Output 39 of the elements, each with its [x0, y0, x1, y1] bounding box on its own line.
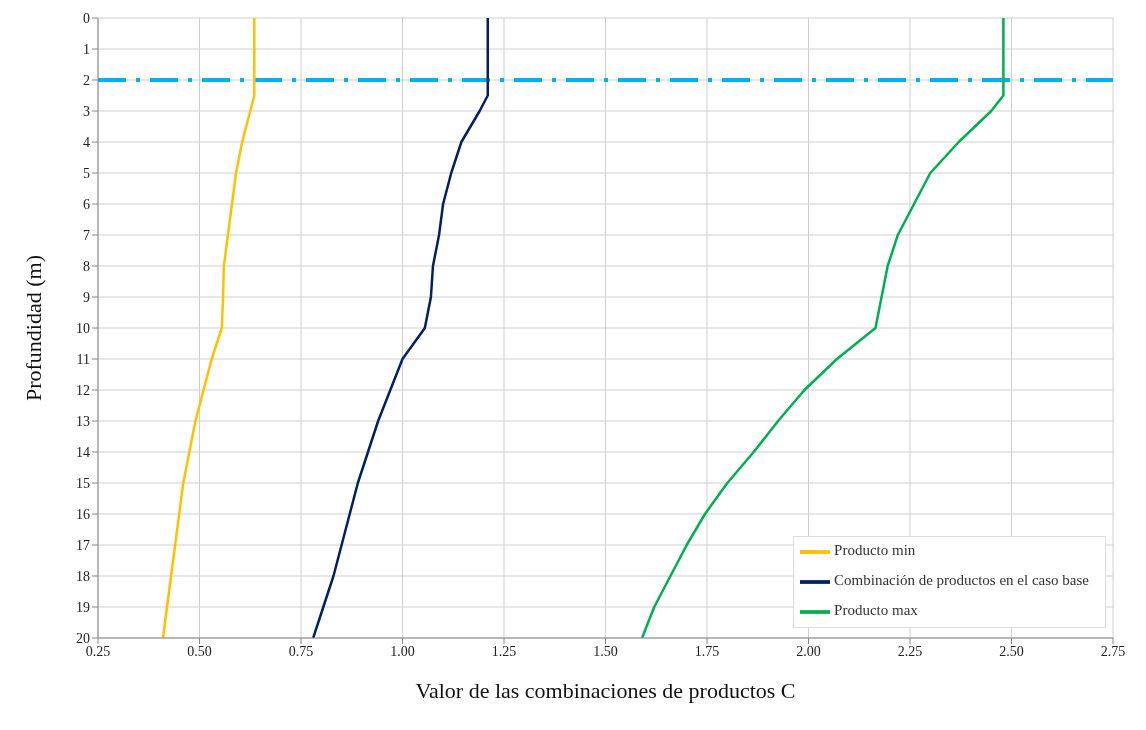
x-tick-label: 1.50 — [593, 643, 618, 659]
y-tick-label: 3 — [83, 103, 90, 119]
y-tick-label: 18 — [76, 568, 90, 584]
x-tick-label: 1.00 — [390, 643, 415, 659]
y-tick-label: 17 — [76, 537, 90, 553]
legend-label: Combinación de productos en el caso base — [834, 572, 1089, 589]
x-tick-label: 0.25 — [85, 643, 111, 659]
y-tick-label: 1 — [83, 41, 90, 57]
x-tick-label: 2.25 — [897, 643, 923, 659]
y-axis-title: Profundidad (m) — [20, 254, 46, 402]
x-tick-label: 0.50 — [187, 643, 212, 659]
x-tick-label: 1.75 — [694, 643, 720, 659]
legend-label: Producto max — [834, 602, 918, 619]
y-tick-label: 8 — [83, 258, 90, 274]
x-tick-label: 2.00 — [796, 643, 821, 659]
y-tick-label: 2 — [83, 72, 90, 88]
x-tick-label: 2.50 — [999, 643, 1024, 659]
x-axis-title: Valor de las combinaciones de productos C — [415, 678, 796, 703]
legend-label: Producto min — [834, 542, 916, 559]
x-tick-label: 0.75 — [288, 643, 314, 659]
y-tick-label: 16 — [76, 506, 90, 522]
y-tick-label: 13 — [76, 413, 90, 429]
y-tick-label: 4 — [83, 134, 90, 150]
line-series — [161, 18, 256, 638]
x-tick-label: 2.75 — [1100, 643, 1126, 659]
y-tick-label: 12 — [76, 382, 90, 398]
y-tick-label: 5 — [83, 165, 90, 181]
y-tick-label: 20 — [76, 630, 90, 646]
y-tick-label: 15 — [76, 475, 90, 491]
y-tick-label: 14 — [76, 444, 90, 460]
x-tick-label: 1.25 — [491, 643, 517, 659]
y-tick-label: 11 — [76, 351, 90, 367]
y-tick-label: 10 — [76, 320, 90, 336]
y-tick-label: 9 — [83, 289, 90, 305]
y-tick-label: 19 — [76, 599, 90, 615]
y-tick-label: 0 — [83, 10, 90, 26]
y-tick-label: 7 — [83, 227, 90, 243]
line-series — [311, 18, 490, 638]
y-tick-label: 6 — [83, 196, 90, 212]
